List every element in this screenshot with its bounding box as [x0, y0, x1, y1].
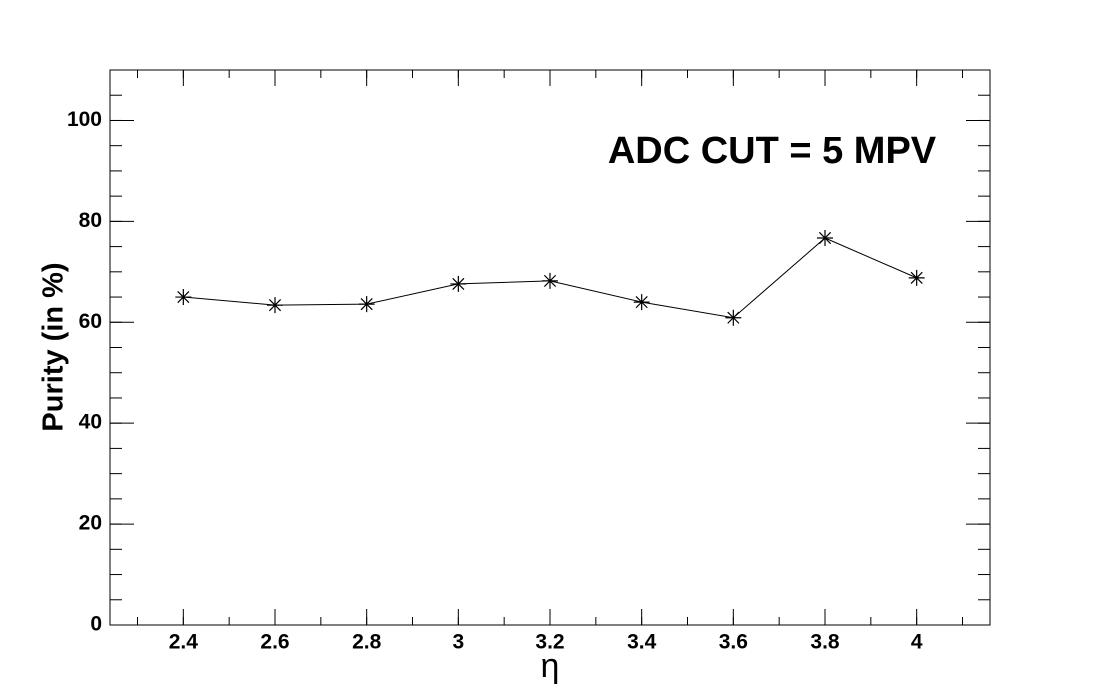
x-tick-label: 3.8 — [810, 631, 840, 654]
data-marker — [267, 297, 283, 314]
data-marker — [908, 269, 925, 286]
x-tick-label: 3.4 — [627, 631, 657, 654]
data-marker — [633, 294, 650, 311]
x-tick-label: 4 — [911, 631, 923, 654]
data-marker — [817, 230, 833, 247]
x-tick-label: 3.6 — [719, 631, 748, 654]
y-axis-title: Purity (in %) — [38, 262, 70, 431]
y-tick-label: 40 — [79, 411, 102, 434]
data-marker — [725, 309, 742, 326]
annotation: ADC CUT = 5 MPV — [608, 130, 937, 172]
y-tick-label: 60 — [79, 310, 102, 333]
x-tick-label: 3 — [452, 631, 464, 654]
x-tick-label: 2.6 — [260, 631, 289, 654]
data-marker — [542, 272, 558, 289]
data-marker — [175, 289, 192, 306]
x-tick-label: 3.2 — [535, 631, 564, 654]
x-tick-label: 2.4 — [169, 631, 199, 654]
x-tick-label: 2.8 — [352, 631, 382, 654]
y-tick-label: 0 — [90, 613, 102, 636]
y-tick-label: 100 — [67, 108, 102, 131]
x-axis-title: η — [541, 647, 560, 685]
data-marker — [358, 296, 375, 313]
y-tick-label: 80 — [79, 209, 102, 232]
data-marker — [450, 275, 467, 292]
y-tick-label: 20 — [79, 512, 102, 535]
